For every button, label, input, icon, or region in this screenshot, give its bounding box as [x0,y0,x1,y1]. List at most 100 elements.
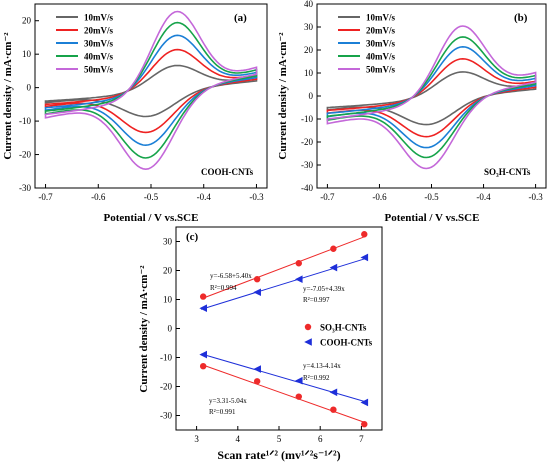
fit-r2-3: R²=0.992 [303,374,330,382]
data-point [253,378,261,385]
x-axis-label: Potential / V vs.SCE [104,212,199,224]
cv-curve-10mV-s [44,64,258,118]
data-point [294,275,303,283]
y-tick-label: 0 [27,83,32,93]
data-point [199,293,207,300]
data-point [295,393,302,400]
data-point [361,231,368,238]
panel-a: -0.7 -0.6 -0.5 -0.4 -0.3 -30 -20 -10 0 10 20 (a) C… [2,3,268,224]
x-tick-label: -0.6 [91,192,106,202]
data-point [330,406,337,413]
x-axis-label: Scan rate¹ᐟ² (mv¹ᐟ²s⁻¹ᐟ²) [217,448,340,462]
y-tick-label: 20 [163,266,173,276]
fit-line [200,363,367,424]
legend-label: 30mV/s [366,39,395,49]
panel-label: (c) [186,231,199,243]
fit-r2-4: R²=0.991 [209,408,236,416]
panel-b: -0.7 -0.6 -0.5 -0.4 -0.3 -40 -30 -20 -10 0 10 20 30 4… [277,0,547,224]
fit-line [200,353,367,403]
fit-equation-3: y=4.13-4.14x [303,362,341,370]
cv-curve-30mV-s [44,34,258,147]
fit-equation-1: y=-6.58+5.40x [210,272,252,280]
y-tick-label: -10 [160,353,172,363]
data-point [199,363,207,370]
fit-equation-4: y=3.31-5.04x [209,397,247,405]
data-point [253,365,261,373]
y-tick-label: 30 [304,22,314,32]
x-tick-label: 3 [194,434,199,444]
x-tick-label: -0.3 [528,192,543,202]
y-tick-label: 0 [168,324,173,334]
data-point [329,388,338,397]
y-axis-label: Current density / mA·cm⁻² [138,265,150,393]
legend-marker [304,338,312,346]
cv-curve-20mV-s [326,57,537,138]
legend-label: 50mV/s [366,65,395,75]
panel-label: (a) [234,12,247,24]
x-tick-label: 7 [359,434,364,444]
x-tick-label: -0.6 [372,192,387,202]
y-tick-label: -30 [19,183,31,193]
plot-frame [34,3,268,189]
x-tick-label: 6 [318,434,323,444]
legend-label: SO₃H-CNTs [320,323,367,333]
x-tick-label: -0.4 [476,192,491,202]
cv-curve-50mV-s [44,10,258,171]
y-tick-label: 30 [163,237,173,247]
data-point [330,245,337,252]
y-axis-label: Current density / mA·cm⁻² [277,32,289,160]
legend-label: 30mV/s [84,39,113,49]
legend-label: 10mV/s [84,13,113,23]
y-tick-label: 10 [22,49,32,59]
data-point [253,276,261,283]
data-point [329,263,338,272]
cv-curve-40mV-s [44,21,258,159]
y-tick-label: 0 [309,91,314,101]
fit-line [200,235,367,300]
data-point [294,376,303,385]
x-tick-label: -0.7 [38,192,53,202]
x-tick-label: -0.7 [320,192,335,202]
y-tick-label: -20 [301,137,313,147]
cv-curve-50mV-s [326,25,537,170]
y-tick-label: -40 [301,183,313,193]
legend-label: 10mV/s [366,13,395,23]
sample-annotation: COOH-CNTs [201,167,254,177]
data-point [295,260,302,267]
x-tick-label: -0.3 [249,192,264,202]
y-tick-label: 20 [22,16,32,26]
fit-equation-2: y=-7.05+4.39x [303,285,345,293]
fit-r2-1: R²=0.994 [210,284,237,292]
y-tick-label: -20 [19,150,31,160]
y-axis-label: Current density / mA·cm⁻² [2,32,14,160]
sample-annotation: SO₃H-CNTs [484,167,531,177]
legend-marker [304,323,312,331]
data-point [199,304,207,312]
y-tick-label: 10 [163,295,173,305]
x-tick-label: -0.4 [197,192,212,202]
y-tick-label: -10 [19,116,31,126]
y-tick-label: -30 [160,411,172,421]
legend-label: 20mV/s [84,26,113,36]
y-tick-label: 10 [304,68,314,78]
y-tick-label: 40 [304,0,314,9]
x-tick-label: 5 [277,434,282,444]
y-tick-label: -10 [301,114,313,124]
data-point [199,350,207,359]
cv-curve-40mV-s [326,36,537,159]
data-point [360,253,369,262]
legend-label: 40mV/s [366,52,395,62]
fit-r2-2: R²=0.997 [303,296,330,304]
legend-label: COOH-CNTs [320,338,373,348]
x-tick-label: -0.5 [144,192,159,202]
cv-curve-10mV-s [326,71,537,126]
data-point [253,288,261,297]
cv-curve-20mV-s [44,48,258,134]
x-tick-label: 4 [236,434,241,444]
data-point [361,421,368,428]
y-tick-label: 20 [304,45,314,55]
x-axis-label: Potential / V vs.SCE [385,212,480,224]
